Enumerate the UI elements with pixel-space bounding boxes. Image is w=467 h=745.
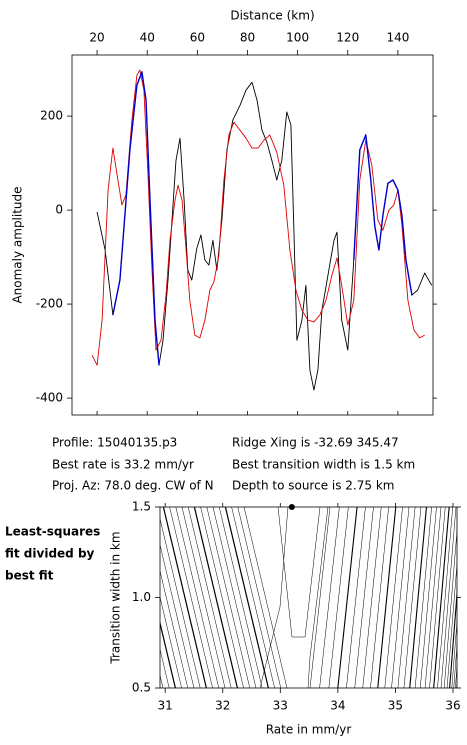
plot-frame xyxy=(71,54,434,416)
y-axis-label: Anomaly amplitude xyxy=(11,186,25,303)
y-tick-label: 1.0 xyxy=(132,590,151,604)
contour-line xyxy=(259,507,289,688)
info-text: Best transition width is 1.5 km xyxy=(232,458,415,472)
contour-line xyxy=(453,641,457,688)
contour-line xyxy=(397,507,416,688)
plot-area xyxy=(91,69,433,391)
profile-line xyxy=(112,71,160,366)
contour-line xyxy=(337,507,358,688)
info-text: Best rate is 33.2 mm/yr xyxy=(52,458,194,472)
y-tick-label: -200 xyxy=(36,297,63,311)
x-tick-label: 32 xyxy=(215,699,230,713)
contour-line xyxy=(391,507,410,688)
contour-line xyxy=(218,507,263,688)
profile-line xyxy=(353,134,413,296)
contour-line xyxy=(307,507,329,688)
contour-line xyxy=(443,527,457,688)
x-axis-label: Distance (km) xyxy=(230,9,314,23)
panel-label: Least-squares xyxy=(5,525,100,539)
info-text: Proj. Az: 78.0 deg. CW of N xyxy=(52,479,214,493)
y-tick-label: 0.5 xyxy=(132,681,151,695)
contour-line xyxy=(433,507,450,688)
contour-line xyxy=(160,595,182,688)
contour-line xyxy=(420,507,437,688)
contour-line xyxy=(309,507,331,688)
info-text: Profile: 15040135.p3 xyxy=(52,436,177,450)
contour-line xyxy=(237,507,282,688)
x-tick-label: 36 xyxy=(445,699,460,713)
fit-panel: 31 32 33 34 35 36 0.5 1.0 1.5 Rate in mm/yr Transi… xyxy=(5,500,461,737)
contour-line xyxy=(437,507,453,688)
info-text: Depth to source is 2.75 km xyxy=(232,479,394,493)
y-tick-label: 1.5 xyxy=(132,500,151,514)
info-text: Ridge Xing is -32.69 345.47 xyxy=(232,436,399,450)
contour-line xyxy=(319,507,340,688)
contour-line xyxy=(187,507,232,688)
contour-line xyxy=(160,648,170,688)
contour-line xyxy=(162,507,207,688)
x-tick-label: 33 xyxy=(273,699,288,713)
x-tick-label: 40 xyxy=(140,31,155,45)
contour-line xyxy=(243,507,288,688)
y-tick-label: 0 xyxy=(55,203,63,217)
contour-line xyxy=(449,587,457,688)
contour-line xyxy=(446,560,457,688)
contour-line xyxy=(181,507,226,688)
contour-line xyxy=(377,507,397,688)
x-tick-label: 31 xyxy=(158,699,173,713)
plot-area xyxy=(160,507,457,688)
contour-line xyxy=(160,517,201,688)
contour-line xyxy=(370,507,389,688)
contour-line xyxy=(277,507,321,638)
x-tick-label: 100 xyxy=(286,31,309,45)
contour-line xyxy=(384,507,403,688)
contour-line xyxy=(451,618,457,688)
x-tick-label: 60 xyxy=(190,31,205,45)
contour-line xyxy=(175,507,220,688)
contour-line xyxy=(160,569,189,688)
x-tick-label: 120 xyxy=(336,31,359,45)
contour-line xyxy=(354,507,374,688)
y-tick-label: -400 xyxy=(36,391,63,405)
x-tick-label: 20 xyxy=(89,31,104,45)
x-axis-label: Rate in mm/yr xyxy=(266,723,352,737)
best-fit-point xyxy=(288,504,295,510)
contour-line xyxy=(328,507,349,688)
contour-line xyxy=(224,507,269,688)
panel-label: fit divided by xyxy=(5,547,95,561)
contour-line xyxy=(206,507,251,688)
contour-line xyxy=(193,507,238,688)
contour-line xyxy=(414,507,432,688)
contour-line xyxy=(160,543,195,688)
x-tick-label: 35 xyxy=(388,699,403,713)
x-tick-label: 140 xyxy=(386,31,409,45)
contour-line xyxy=(169,507,213,688)
contour-line xyxy=(346,507,366,688)
profile-panel: 20 40 60 80 100 120 140 -400 -200 0 200 Distance (k… xyxy=(11,9,437,493)
y-axis-label: Transition width in km xyxy=(109,531,123,664)
contour-line xyxy=(403,507,422,688)
contour-line xyxy=(409,507,428,688)
contour-line xyxy=(429,507,446,688)
panel-label: best fit xyxy=(5,569,54,583)
contour-line xyxy=(160,620,176,688)
contour-line xyxy=(200,507,244,688)
contour-line xyxy=(424,507,442,688)
y-tick-label: 200 xyxy=(40,109,63,123)
contour-line xyxy=(212,507,257,688)
x-tick-label: 34 xyxy=(330,699,345,713)
contour-line xyxy=(362,507,382,688)
x-tick-label: 80 xyxy=(240,31,255,45)
contour-line xyxy=(440,507,457,688)
